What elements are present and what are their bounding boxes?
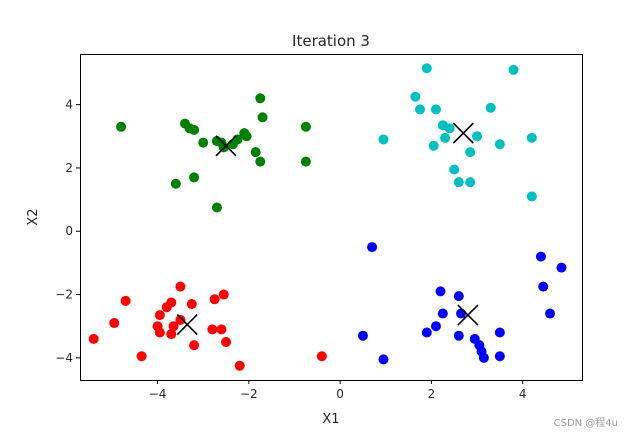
data-point bbox=[207, 324, 218, 335]
data-point bbox=[175, 314, 186, 325]
data-point bbox=[316, 351, 327, 362]
data-point bbox=[136, 351, 147, 362]
y-tick-label: −4 bbox=[55, 351, 73, 365]
data-point bbox=[526, 191, 537, 202]
data-point bbox=[453, 291, 464, 302]
data-point bbox=[255, 93, 266, 104]
x-tick-label: 2 bbox=[428, 387, 436, 401]
cluster-4 bbox=[357, 242, 567, 365]
data-point bbox=[430, 321, 441, 332]
centroid-marker bbox=[176, 314, 198, 336]
x-tick-label: −2 bbox=[240, 387, 258, 401]
data-point bbox=[485, 102, 496, 113]
data-point bbox=[189, 124, 200, 135]
x-tick-label: 4 bbox=[519, 387, 527, 401]
data-point bbox=[166, 329, 177, 340]
data-point bbox=[116, 121, 127, 132]
data-point bbox=[168, 321, 179, 332]
cluster-2 bbox=[378, 63, 537, 202]
data-point bbox=[410, 91, 421, 102]
data-point bbox=[154, 327, 165, 338]
data-point bbox=[241, 131, 252, 142]
data-point bbox=[161, 302, 172, 313]
data-point bbox=[526, 132, 537, 143]
centroid-marker bbox=[452, 122, 474, 144]
data-point bbox=[453, 330, 464, 341]
data-point bbox=[357, 330, 368, 341]
data-point bbox=[465, 147, 476, 158]
data-point bbox=[440, 132, 451, 143]
data-point bbox=[472, 131, 483, 142]
data-point bbox=[234, 360, 245, 371]
x-tick-label: 0 bbox=[336, 387, 344, 401]
data-point bbox=[478, 352, 489, 363]
data-point bbox=[465, 177, 476, 188]
data-point bbox=[175, 281, 186, 292]
data-point bbox=[170, 178, 181, 189]
x-axis-label: X1 bbox=[322, 412, 339, 427]
data-point bbox=[494, 351, 505, 362]
data-point bbox=[545, 308, 556, 319]
data-point bbox=[109, 318, 120, 329]
chart-title: Iteration 3 bbox=[292, 32, 370, 50]
data-point bbox=[435, 286, 446, 297]
data-point bbox=[367, 242, 378, 253]
data-point bbox=[556, 262, 567, 273]
data-point bbox=[449, 164, 460, 175]
data-point bbox=[378, 134, 389, 145]
y-tick-label: 2 bbox=[65, 161, 73, 175]
x-tick-label: −4 bbox=[149, 387, 167, 401]
plot-marks bbox=[88, 63, 567, 371]
watermark: CSDN @程4u bbox=[554, 417, 618, 429]
data-point bbox=[414, 104, 425, 115]
data-point bbox=[437, 308, 448, 319]
data-point bbox=[300, 156, 311, 167]
data-point bbox=[453, 177, 464, 188]
cluster-3 bbox=[88, 281, 327, 371]
data-point bbox=[508, 64, 519, 75]
y-tick-label: 0 bbox=[65, 224, 73, 238]
data-point bbox=[209, 294, 220, 305]
data-point bbox=[421, 63, 432, 74]
data-point bbox=[378, 354, 389, 365]
data-point bbox=[300, 121, 311, 132]
y-tick-label: 4 bbox=[65, 98, 73, 112]
data-point bbox=[250, 147, 261, 158]
data-point bbox=[494, 327, 505, 338]
y-tick-label: −2 bbox=[55, 288, 73, 302]
data-point bbox=[421, 327, 432, 338]
centroid-marker bbox=[215, 135, 237, 157]
data-point bbox=[494, 139, 505, 150]
plot-frame bbox=[80, 54, 583, 381]
data-point bbox=[186, 299, 197, 310]
data-point bbox=[444, 123, 455, 134]
y-axis-label: X2 bbox=[26, 208, 41, 225]
data-point bbox=[456, 308, 467, 319]
data-point bbox=[216, 324, 227, 335]
cluster-1 bbox=[116, 93, 311, 213]
data-point bbox=[538, 281, 549, 292]
data-point bbox=[154, 310, 165, 321]
y-axis-ticks: −4 −2 0 2 4 bbox=[55, 98, 80, 365]
data-point bbox=[430, 104, 441, 115]
data-point bbox=[221, 337, 232, 348]
data-point bbox=[189, 172, 200, 183]
data-point bbox=[535, 251, 546, 262]
data-point bbox=[120, 295, 131, 306]
x-axis-ticks: −4 −2 0 2 4 bbox=[149, 380, 527, 401]
data-point bbox=[211, 202, 222, 213]
data-point bbox=[428, 140, 439, 151]
data-point bbox=[257, 112, 268, 123]
data-point bbox=[198, 137, 209, 148]
data-point bbox=[88, 333, 99, 344]
data-point bbox=[218, 289, 229, 300]
centroid-marker bbox=[457, 304, 479, 326]
data-point bbox=[255, 156, 266, 167]
data-point bbox=[189, 340, 200, 351]
